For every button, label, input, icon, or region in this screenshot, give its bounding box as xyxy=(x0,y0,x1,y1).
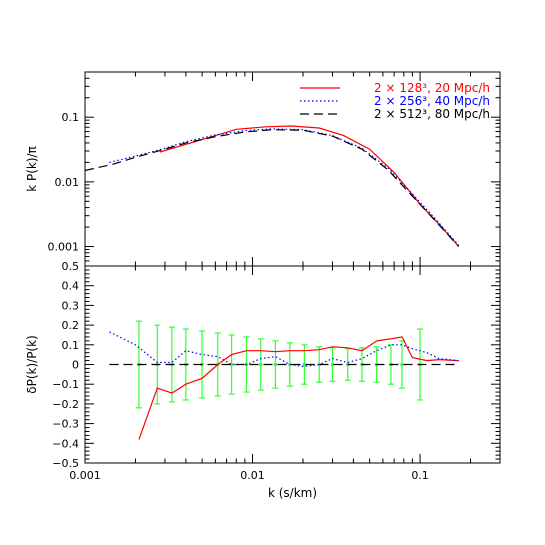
bottom-ticks-group xyxy=(84,265,501,464)
series-line-top-2 xyxy=(109,128,460,246)
bottom-tick-labels: −0.5 −0.4 −0.3 −0.2 −0.1 0 0.1 0.2 0.3 0.4 0.5 0.00… xyxy=(52,260,429,482)
series-line-top-3 xyxy=(85,129,460,247)
error-bar-point xyxy=(288,362,292,367)
y-tick-label: −0.4 xyxy=(52,437,79,450)
error-bar-point xyxy=(258,362,263,367)
y-tick-label: 0 xyxy=(72,359,79,372)
y-tick-label: −0.1 xyxy=(52,378,79,391)
legend: 2 × 128³, 20 Mpc/h2 × 256³, 40 Mpc/h2 × … xyxy=(300,81,490,121)
legend-label-2: 2 × 256³, 40 Mpc/h xyxy=(374,94,490,108)
y-tick-label: −0.2 xyxy=(52,398,79,411)
y-tick-label: 0.001 xyxy=(48,241,80,254)
error-bar-point xyxy=(302,362,307,367)
y-tick-label: 0.5 xyxy=(62,260,80,273)
series-line-top-1 xyxy=(159,125,460,247)
y-tick-label: −0.5 xyxy=(52,457,79,470)
series-line-bottom-2 xyxy=(109,331,459,368)
y-tick-label: 0.2 xyxy=(62,319,80,332)
x-tick-label: 0.01 xyxy=(240,469,265,482)
bottom-panel: −0.5 −0.4 −0.3 −0.2 −0.1 0 0.1 0.2 0.3 0.4 0.5 0.00… xyxy=(25,260,501,500)
y-tick-label: 0.1 xyxy=(62,339,80,352)
y-tick-label: 0.01 xyxy=(55,176,80,189)
error-bar-point xyxy=(330,362,335,367)
top-ticks-group xyxy=(84,71,501,267)
bottom-y-axis-label: δP(k)/P(k) xyxy=(25,335,39,393)
x-axis-label: k (s/km) xyxy=(268,486,317,500)
y-tick-label: 0.1 xyxy=(62,111,80,124)
y-tick-label: −0.3 xyxy=(52,418,79,431)
top-series-group xyxy=(85,125,460,247)
y-tick-label: 0.3 xyxy=(62,299,80,312)
x-tick-label: 0.001 xyxy=(69,469,101,482)
legend-label-1: 2 × 128³, 20 Mpc/h xyxy=(374,81,490,95)
top-y-axis-label: k P(k)/π xyxy=(25,146,39,192)
y-tick-label: 0.4 xyxy=(62,280,80,293)
legend-label-3: 2 × 512³, 80 Mpc/h xyxy=(374,107,490,121)
top-tick-labels: 0.001 0.01 0.1 xyxy=(48,111,80,253)
bottom-series-group xyxy=(109,320,459,440)
series-line-bottom-1 xyxy=(138,336,459,440)
error-bar-point xyxy=(317,362,322,367)
error-bar-point xyxy=(273,362,278,367)
top-panel: 0.001 0.01 0.1 k P(k)/π 2 × 128³, 20 Mpc/h… xyxy=(25,71,501,267)
x-tick-label: 0.1 xyxy=(411,469,429,482)
error-bar-point xyxy=(400,362,404,367)
